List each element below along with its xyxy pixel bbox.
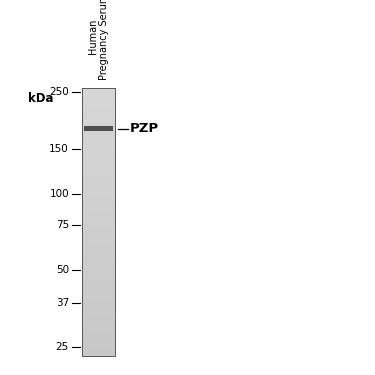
- Text: 75: 75: [56, 220, 69, 230]
- Text: 100: 100: [50, 189, 69, 199]
- Text: 150: 150: [49, 144, 69, 154]
- Text: 25: 25: [56, 342, 69, 352]
- Text: PZP: PZP: [130, 122, 159, 135]
- Bar: [82, 88, 115, 356]
- Text: kDa: kDa: [28, 92, 54, 105]
- Text: Human
Pregnancy Serum: Human Pregnancy Serum: [88, 0, 109, 80]
- Text: 37: 37: [56, 298, 69, 309]
- Bar: [84, 126, 113, 131]
- Text: 250: 250: [49, 87, 69, 98]
- Text: 50: 50: [56, 265, 69, 275]
